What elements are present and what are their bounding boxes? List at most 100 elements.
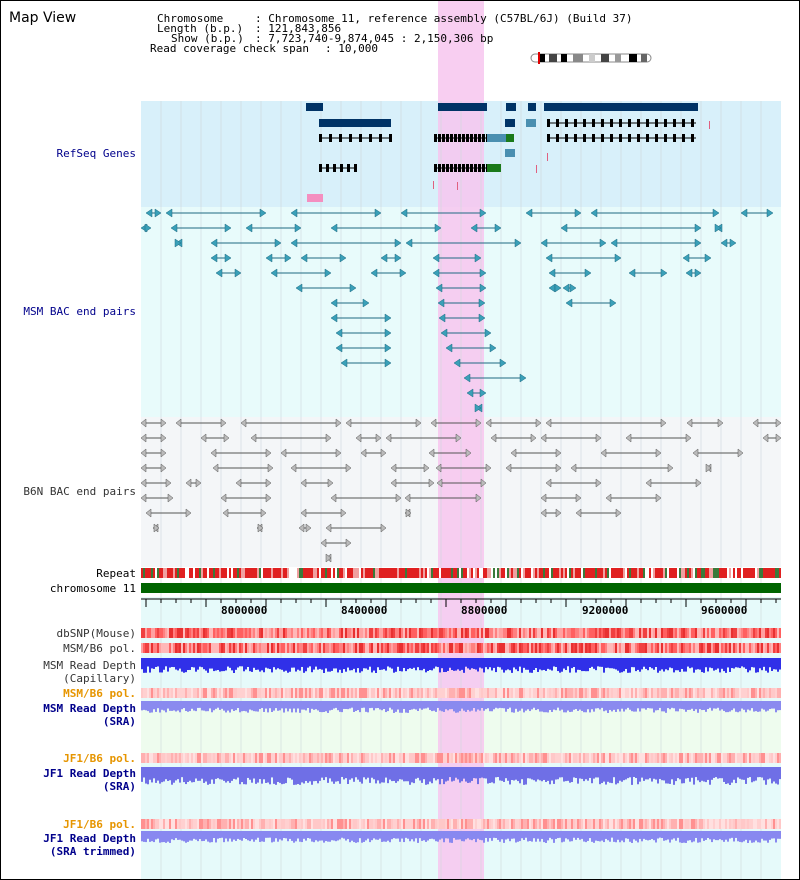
variant-density-cell — [207, 688, 209, 698]
variant-density-cell — [249, 819, 251, 829]
track-label-jf1-read-depth-trimmed[interactable]: JF1 Read Depth (SRA trimmed) — [43, 832, 136, 858]
variant-density-cell — [533, 643, 535, 653]
read-depth-bar — [459, 831, 461, 840]
variant-density-cell — [231, 819, 233, 829]
read-depth-bar — [421, 831, 423, 841]
gene-exon — [389, 134, 392, 142]
variant-density-cell — [455, 643, 457, 653]
read-depth-bar — [763, 831, 765, 841]
read-depth-bar — [433, 658, 435, 669]
read-depth-bar — [533, 701, 535, 708]
variant-density-cell — [623, 753, 625, 763]
track-label-dbsnp[interactable]: dbSNP(Mouse) — [56, 627, 136, 640]
read-depth-bar — [231, 767, 233, 781]
read-depth-bar — [155, 831, 157, 840]
read-depth-bar — [259, 767, 261, 780]
track-label-refseq[interactable]: RefSeq Genes — [56, 147, 136, 160]
track-label-b6n-bac[interactable]: B6N BAC end pairs — [23, 485, 136, 498]
variant-density-cell — [519, 753, 521, 763]
variant-density-cell — [407, 753, 409, 763]
variant-density-cell — [153, 753, 155, 763]
variant-density-cell — [667, 819, 669, 829]
read-depth-bar — [403, 831, 405, 843]
read-depth-bar — [755, 658, 757, 673]
read-depth-bar — [669, 658, 671, 668]
variant-density-cell — [359, 628, 361, 638]
variant-density-cell — [663, 628, 665, 638]
track-label-msm-read-depth-capillary[interactable]: MSM Read Depth (Capillary) — [43, 659, 136, 685]
variant-density-cell — [649, 688, 651, 698]
variant-density-cell — [757, 688, 759, 698]
variant-density-cell — [573, 688, 575, 698]
read-depth-bar — [685, 658, 687, 672]
variant-density-cell — [583, 628, 585, 638]
read-depth-bar — [159, 767, 161, 784]
read-depth-bar — [473, 767, 475, 779]
variant-density-cell — [297, 753, 299, 763]
read-depth-bar — [333, 658, 335, 669]
read-depth-bar — [405, 658, 407, 672]
read-depth-bar — [325, 701, 327, 712]
variant-density-cell — [517, 643, 519, 653]
read-depth-bar — [325, 767, 327, 778]
variant-density-cell — [207, 643, 209, 653]
variant-density-cell — [533, 753, 535, 763]
read-depth-bar — [693, 658, 695, 673]
read-depth-bar — [325, 658, 327, 669]
repeat-segment — [561, 568, 563, 578]
repeat-segment — [707, 568, 709, 578]
variant-density-cell — [605, 628, 607, 638]
gene-exon — [442, 164, 445, 172]
variant-density-cell — [307, 688, 309, 698]
read-depth-bar — [779, 767, 781, 780]
axis-tick-label: 9200000 — [582, 604, 629, 617]
track-label-msm-bac[interactable]: MSM BAC end pairs — [23, 305, 136, 318]
variant-density-cell — [399, 628, 401, 638]
read-depth-bar — [757, 831, 759, 843]
read-depth-bar — [213, 767, 215, 784]
track-label-jf1-b6-pol[interactable]: JF1/B6 pol. — [63, 752, 136, 765]
msm-bac-end-marker — [165, 208, 173, 218]
read-depth-bar — [169, 767, 171, 781]
repeat-segment — [541, 568, 543, 578]
variant-density-cell — [775, 753, 777, 763]
variant-density-cell — [753, 643, 755, 653]
b6n-bac-end-marker — [605, 493, 612, 503]
variant-density-cell — [341, 819, 343, 829]
read-depth-bar — [411, 831, 413, 840]
read-depth-bar — [471, 831, 473, 841]
variant-density-cell — [473, 819, 475, 829]
repeat-segment — [175, 568, 177, 578]
variant-density-cell — [433, 688, 435, 698]
read-depth-bar — [583, 658, 585, 672]
variant-density-cell — [457, 628, 459, 638]
variant-density-cell — [595, 753, 597, 763]
variant-density-cell — [443, 643, 445, 653]
variant-density-cell — [561, 819, 563, 829]
read-depth-bar — [607, 658, 609, 668]
variant-density-cell — [705, 819, 707, 829]
read-depth-bar — [683, 701, 685, 710]
variant-density-cell — [429, 819, 431, 829]
repeat-segment — [619, 568, 621, 578]
read-depth-bar — [777, 658, 779, 672]
variant-density-cell — [589, 819, 591, 829]
variant-density-cell — [191, 753, 193, 763]
track-label-repeat[interactable]: Repeat — [96, 567, 136, 580]
track-label-jf1-read-depth-sra[interactable]: JF1 Read Depth (SRA) — [43, 767, 136, 793]
track-label-msm-b6-pol-2[interactable]: MSM/B6 pol. — [63, 687, 136, 700]
read-depth-bar — [383, 767, 385, 783]
b6n-bac-end-marker — [428, 448, 435, 458]
track-label-jf1-b6-pol-2[interactable]: JF1/B6 pol. — [63, 818, 136, 831]
variant-density-cell — [503, 753, 505, 763]
track-label-msm-read-depth-sra[interactable]: MSM Read Depth (SRA) — [43, 702, 136, 728]
read-depth-bar — [515, 701, 517, 709]
variant-density-cell — [447, 688, 449, 698]
track-label-msm-b6-pol[interactable]: MSM/B6 pol. — [63, 642, 136, 655]
variant-density-cell — [665, 688, 667, 698]
read-depth-bar — [309, 658, 311, 667]
variant-density-cell — [563, 753, 565, 763]
variant-density-cell — [461, 819, 463, 829]
variant-density-cell — [561, 688, 563, 698]
read-depth-bar — [409, 658, 411, 669]
